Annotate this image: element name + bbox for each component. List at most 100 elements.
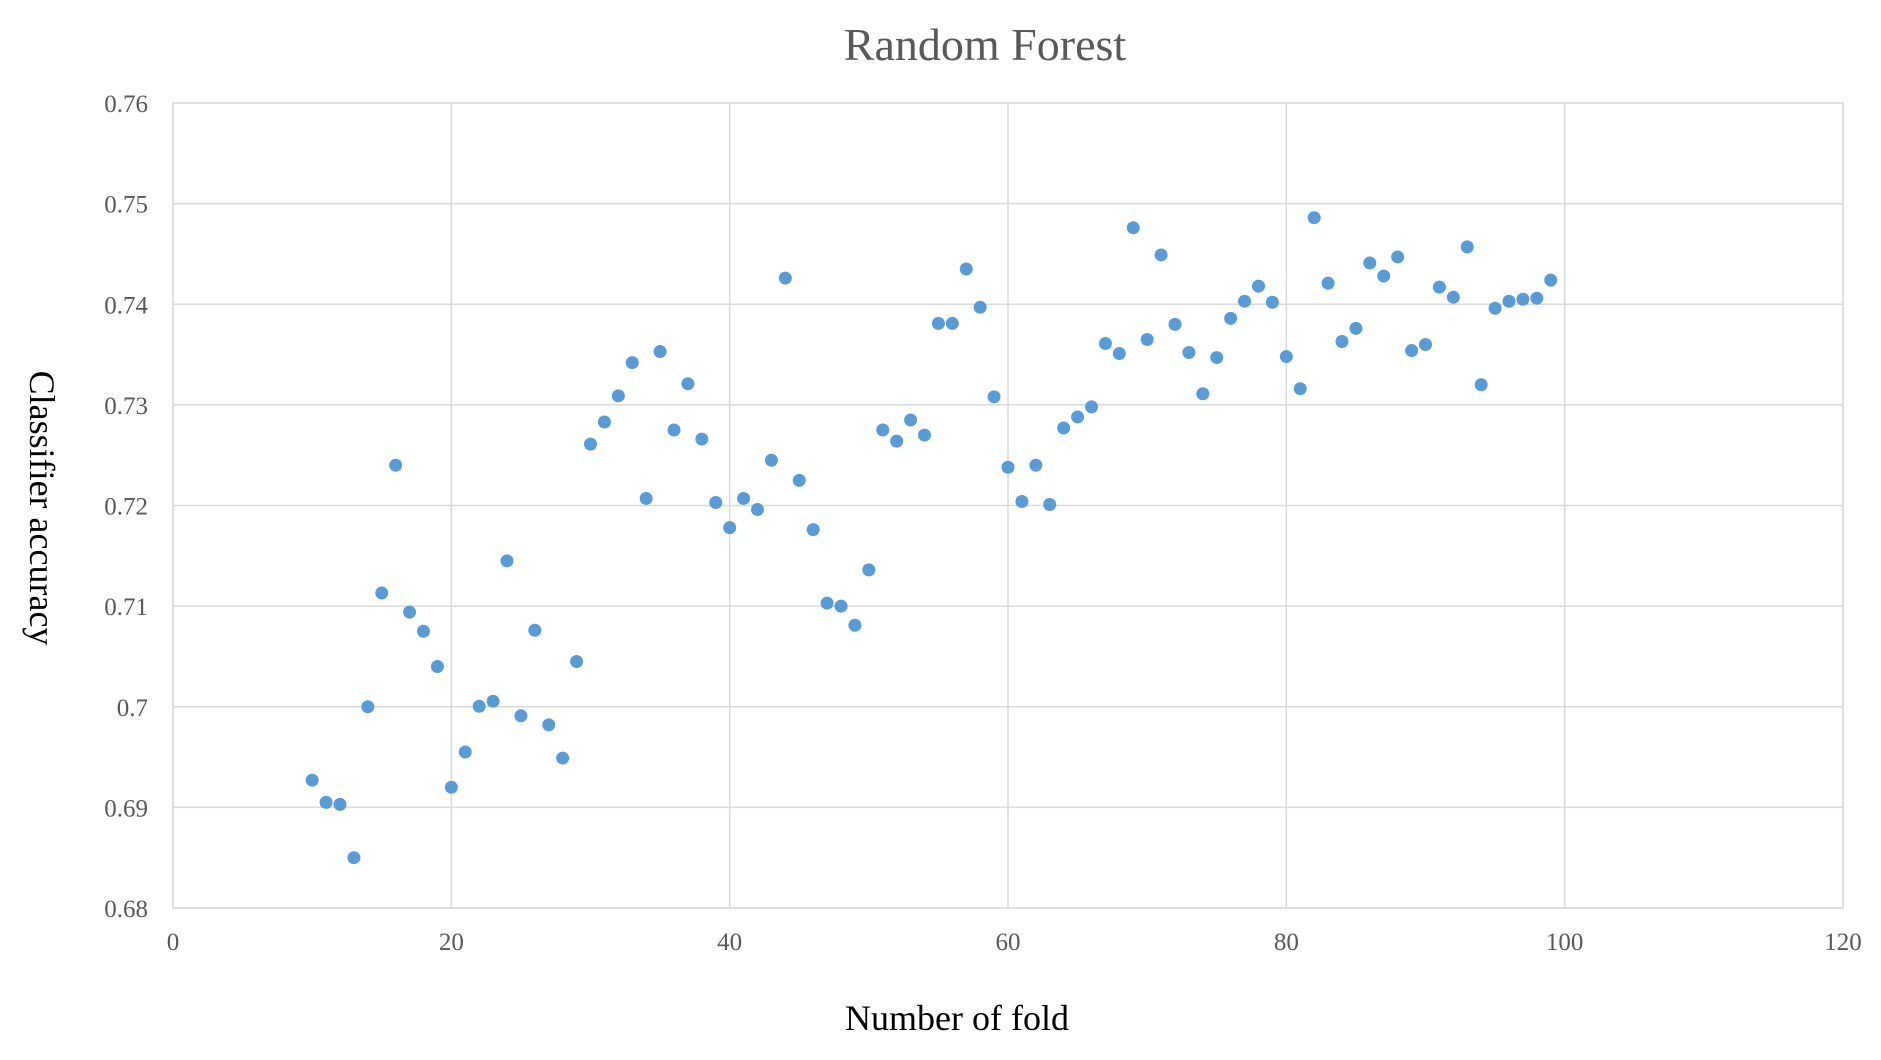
data-point — [430, 660, 444, 673]
data-point — [486, 694, 500, 708]
data-point — [570, 654, 584, 668]
data-point — [1335, 334, 1349, 348]
y-tick-label: 0.72 — [104, 494, 148, 521]
data-point — [1502, 294, 1516, 308]
y-tick-label: 0.73 — [104, 393, 148, 420]
data-point — [1210, 351, 1224, 365]
data-point — [1140, 332, 1154, 346]
data-point — [1043, 497, 1057, 511]
data-point — [1307, 211, 1321, 225]
data-point — [918, 428, 931, 442]
data-point — [625, 356, 639, 370]
data-point — [611, 389, 625, 403]
data-point — [500, 554, 514, 568]
data-point — [737, 491, 751, 505]
gridlines — [172, 102, 1844, 909]
data-point — [528, 623, 542, 637]
data-point — [1349, 321, 1363, 335]
y-tick-label: 0.76 — [104, 91, 148, 118]
data-point — [806, 523, 820, 537]
y-tick-label: 0.69 — [104, 795, 148, 822]
data-point — [584, 437, 597, 451]
data-point — [375, 586, 389, 600]
data-point — [1196, 387, 1210, 401]
data-point — [681, 377, 695, 391]
data-point — [792, 473, 806, 487]
data-point — [1085, 400, 1098, 414]
data-point — [1293, 382, 1307, 396]
x-tick-label: 80 — [1274, 929, 1299, 956]
data-point — [1446, 290, 1460, 304]
data-point — [1057, 421, 1071, 435]
data-point — [973, 300, 987, 314]
data-point — [1488, 301, 1502, 315]
data-point — [1029, 458, 1043, 472]
data-point — [667, 423, 681, 437]
data-point — [1126, 221, 1140, 235]
data-point — [778, 271, 792, 285]
data-point — [361, 700, 375, 714]
x-tick-label: 0 — [167, 929, 180, 956]
y-axis-ticks: 0.68 0.69 0.7 0.71 0.72 0.73 0.74 0.75 0.76 — [104, 91, 148, 923]
data-point — [848, 618, 862, 632]
data-point — [959, 262, 973, 276]
y-tick-label: 0.71 — [104, 594, 148, 621]
data-point — [1182, 346, 1196, 360]
y-tick-label: 0.74 — [104, 292, 148, 319]
data-point — [514, 709, 528, 723]
data-points — [305, 211, 1558, 865]
data-point — [764, 453, 778, 467]
data-point — [1516, 292, 1530, 306]
data-point — [597, 415, 611, 429]
data-point — [1224, 311, 1238, 325]
data-point — [890, 434, 904, 448]
y-tick-label: 0.68 — [104, 896, 148, 923]
data-point — [333, 797, 347, 811]
data-point — [1432, 280, 1446, 294]
data-point — [403, 605, 417, 619]
data-point — [458, 745, 472, 759]
data-point — [1419, 338, 1432, 351]
data-point — [305, 773, 319, 787]
data-point — [987, 390, 1001, 404]
data-point — [1071, 410, 1085, 424]
data-point — [542, 718, 556, 732]
data-point — [347, 851, 361, 865]
data-point — [444, 780, 458, 794]
y-tick-label: 0.7 — [117, 695, 148, 722]
data-point — [1015, 494, 1029, 508]
data-point — [556, 751, 570, 765]
data-point — [1363, 256, 1377, 270]
data-point — [1168, 317, 1182, 331]
x-tick-label: 20 — [439, 929, 464, 956]
data-point — [1405, 344, 1419, 358]
data-point — [389, 458, 403, 472]
data-point — [1377, 269, 1391, 283]
data-point — [1001, 460, 1015, 474]
data-point — [931, 316, 945, 330]
data-point — [1265, 295, 1279, 309]
data-point — [1279, 350, 1293, 364]
data-point — [1252, 279, 1265, 293]
data-point — [876, 423, 890, 437]
data-point — [751, 503, 764, 517]
data-point — [1474, 378, 1488, 392]
data-point — [834, 599, 848, 613]
data-point — [1544, 273, 1558, 287]
data-point — [1321, 276, 1335, 290]
y-axis-label: Classifier accuracy — [22, 371, 62, 646]
data-point — [723, 521, 737, 535]
data-point — [1460, 240, 1474, 254]
x-tick-label: 60 — [996, 929, 1021, 956]
x-tick-label: 120 — [1824, 929, 1862, 956]
y-tick-label: 0.75 — [104, 192, 148, 219]
data-point — [639, 491, 653, 505]
chart-title: Random Forest — [844, 19, 1127, 70]
data-point — [709, 495, 723, 509]
data-point — [862, 563, 876, 577]
x-axis-ticks: 0 20 40 60 80 100 120 — [167, 929, 1862, 956]
data-point — [653, 345, 667, 359]
data-point — [1391, 250, 1405, 264]
data-point — [417, 624, 430, 638]
